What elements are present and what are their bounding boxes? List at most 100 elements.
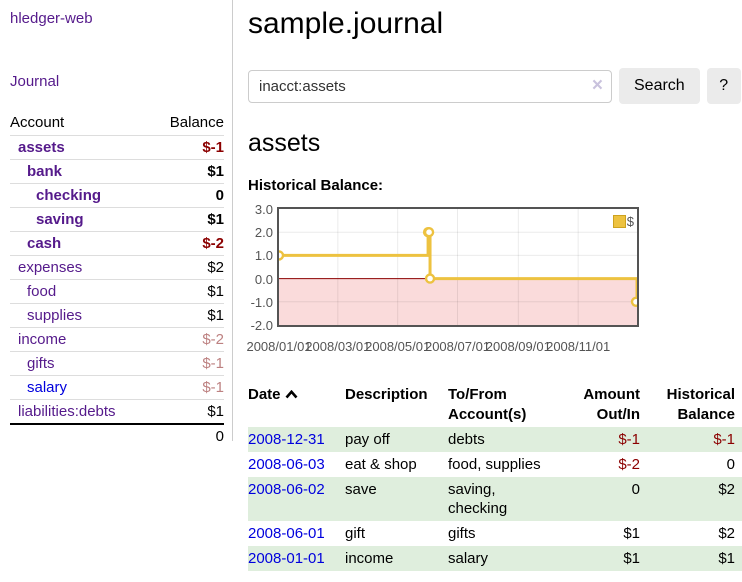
account-balance: $1 (151, 159, 224, 184)
account-link-supplies[interactable]: supplies (27, 307, 83, 324)
legend-swatch-icon (612, 215, 626, 228)
transaction-row: 2008-06-02 save saving, checking 0 $2 (248, 477, 742, 521)
account-name-cell: checking (10, 183, 152, 208)
account-name-cell: assets (10, 135, 152, 160)
account-link-cash[interactable]: cash (27, 235, 62, 252)
account-balance: $-2 (151, 327, 224, 352)
transaction-date-cell: 2008-06-03 (248, 452, 345, 477)
col-header-accounts: To/From Account(s) (448, 386, 527, 423)
legend-label: $ (626, 214, 634, 229)
transaction-amount: $-2 (618, 456, 640, 473)
account-link-assets[interactable]: assets (18, 139, 65, 156)
clear-search-icon[interactable]: × (591, 74, 603, 96)
transaction-balance: $1 (718, 550, 735, 567)
account-link-gifts[interactable]: gifts (27, 355, 55, 372)
transaction-description: pay off (345, 431, 390, 448)
account-link-salary[interactable]: salary (27, 379, 68, 396)
account-balance: $-1 (151, 135, 224, 160)
account-row-bank: bank $1 (10, 159, 224, 184)
account-balance: $1 (151, 207, 224, 232)
account-link-saving[interactable]: saving (36, 211, 84, 228)
account-name-cell: saving (10, 207, 152, 232)
accounts-total-spacer (10, 423, 152, 448)
transaction-date-link[interactable]: 2008-12-31 (248, 431, 325, 448)
search-button[interactable]: Search (619, 68, 700, 104)
help-button[interactable]: ? (706, 68, 741, 104)
journal-link[interactable]: Journal (10, 73, 60, 90)
account-link-income[interactable]: income (18, 331, 67, 348)
transaction-amount: 0 (631, 481, 640, 498)
y-tick-label: -2.0 (250, 318, 273, 333)
transaction-date-cell: 2008-12-31 (248, 427, 345, 452)
account-name-cell: expenses (10, 255, 152, 280)
x-tick-label: 2008/01/01 (246, 339, 312, 354)
account-row-gifts: gifts $-1 (10, 351, 224, 376)
y-tick-label: -1.0 (250, 294, 273, 310)
account-row-salary: salary $-1 (10, 375, 224, 400)
chart-title: Historical Balance: (248, 177, 384, 194)
account-balance: $1 (151, 279, 224, 304)
search-input[interactable] (248, 69, 612, 103)
account-name-cell: gifts (10, 351, 152, 376)
account-name-cell: food (10, 279, 152, 304)
account-balance: $-2 (151, 231, 224, 256)
sidebar: hledger-web Journal Account Balance asse… (0, 0, 233, 448)
transaction-description: gift (345, 525, 366, 542)
transaction-description: income (345, 550, 394, 567)
y-tick-label: 2.0 (254, 225, 273, 241)
transaction-amount: $1 (623, 550, 640, 567)
account-link-liabilities-debts[interactable]: liabilities:debts (18, 403, 116, 420)
transactions-header-row: Date Description To/From Account(s) Amou… (248, 383, 742, 427)
accounts-total-value: 0 (151, 423, 224, 448)
transaction-row: 2008-01-01 income salary $1 $1 (248, 546, 742, 571)
account-link-expenses[interactable]: expenses (18, 259, 83, 276)
account-row-saving: saving $1 (10, 207, 224, 232)
historical-balance-chart: $ 3.0 2.0 1.0 0.0 -1.0 -2.0 2008/01/01 2008/03/… (246, 201, 742, 354)
transaction-accounts: saving, checking (448, 481, 508, 517)
transactions-table: Date Description To/From Account(s) Amou… (248, 383, 742, 571)
transaction-description: save (345, 481, 377, 498)
transaction-balance: $-1 (713, 431, 735, 448)
account-row-income: income $-2 (10, 327, 224, 352)
chart-plot-area: $ 3.0 2.0 1.0 0.0 -1.0 -2.0 2008/01/01 2008/03/… (246, 202, 639, 354)
y-tick-label: 0.0 (254, 271, 273, 287)
accounts-header-balance: Balance (169, 114, 224, 131)
chart-canvas (279, 209, 637, 325)
chart-legend: $ (612, 214, 634, 229)
account-balance: $1 (151, 399, 224, 424)
brand-link[interactable]: hledger-web (10, 10, 93, 27)
transaction-date-link[interactable]: 2008-01-01 (248, 550, 325, 567)
transaction-accounts: debts (448, 431, 485, 448)
account-balance: $1 (151, 303, 224, 328)
transaction-row: 2008-06-03 eat & shop food, supplies $-2 0 (248, 452, 742, 477)
accounts-total-row: 0 (10, 423, 224, 448)
y-tick-label: 3.0 (254, 202, 273, 217)
search-field-wrap: × (248, 69, 612, 103)
col-header-date[interactable]: Date (248, 383, 345, 427)
transaction-date-link[interactable]: 2008-06-02 (248, 481, 325, 498)
transaction-accounts: salary (448, 550, 489, 567)
account-row-cash: cash $-2 (10, 231, 224, 256)
transaction-row: 2008-06-01 gift gifts $1 $2 (248, 521, 742, 546)
account-row-food: food $1 (10, 279, 224, 304)
account-link-food[interactable]: food (27, 283, 57, 300)
account-link-bank[interactable]: bank (27, 163, 63, 180)
account-row-expenses: expenses $2 (10, 255, 224, 280)
transaction-date-cell: 2008-06-02 (248, 477, 345, 521)
transaction-date-cell: 2008-06-01 (248, 521, 345, 546)
account-name-cell: income (10, 327, 152, 352)
account-row-assets: assets $-1 (10, 135, 224, 160)
transaction-date-link[interactable]: 2008-06-01 (248, 525, 325, 542)
x-tick-label: 2008/09/01 (485, 339, 551, 354)
account-name-cell: salary (10, 375, 152, 400)
transaction-date-link[interactable]: 2008-06-03 (248, 456, 325, 473)
account-balance: $2 (151, 255, 224, 280)
transaction-accounts: gifts (448, 525, 476, 542)
account-name-cell: cash (10, 231, 152, 256)
x-tick-label: 2008/11/01 (546, 339, 611, 354)
transaction-balance: $2 (718, 481, 735, 498)
account-link-checking[interactable]: checking (36, 187, 102, 204)
accounts-header-row: Account Balance (10, 111, 224, 136)
page-title: sample.journal (248, 7, 444, 40)
transaction-accounts: food, supplies (448, 456, 541, 473)
